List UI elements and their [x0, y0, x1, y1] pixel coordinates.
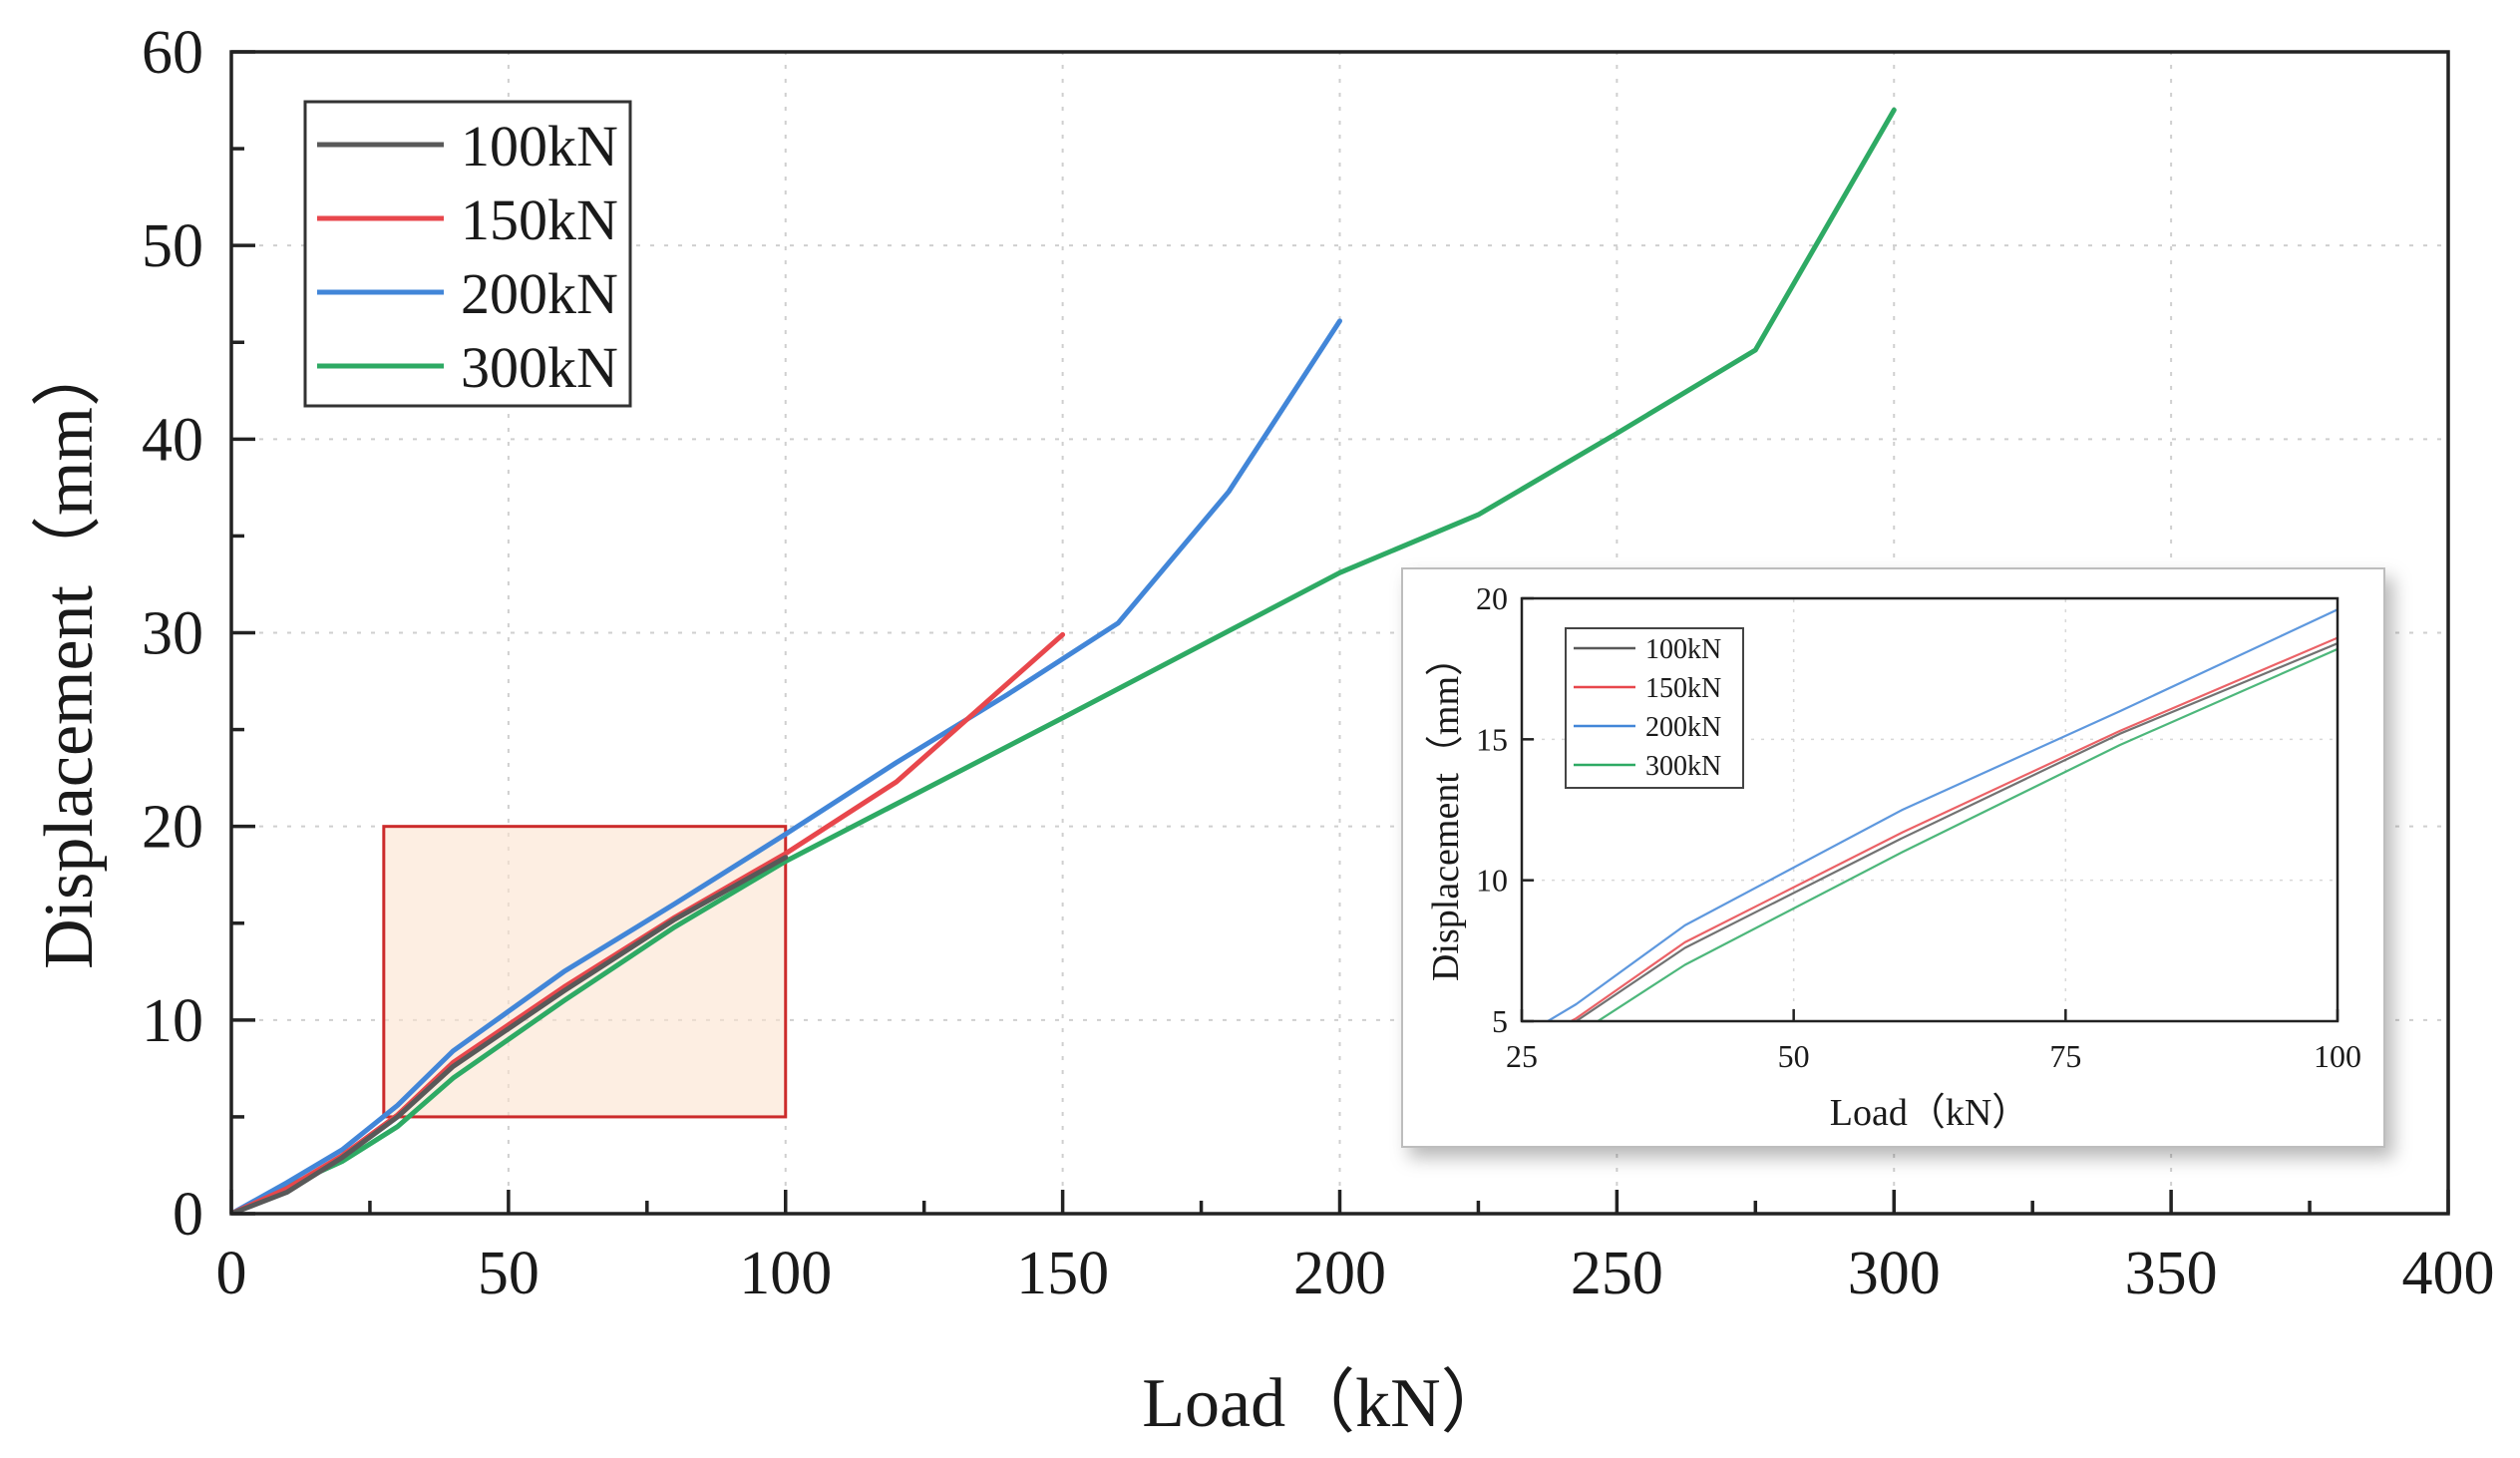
legend-label-100kN: 100kN [461, 114, 618, 179]
series-line-200kN [231, 318, 1342, 1214]
inset-x-tick-label: 100 [2314, 1038, 2361, 1074]
inset-legend-box [1565, 627, 1744, 789]
inset-series-line-200kN [1545, 608, 2338, 1021]
x-tick-label: 0 [216, 1240, 247, 1307]
x-tick-label: 300 [1848, 1240, 1941, 1307]
y-tick-label: 10 [142, 987, 203, 1055]
inset-x-axis-label: Load（kN） [1830, 1092, 2030, 1134]
x-tick-label: 150 [1016, 1240, 1109, 1307]
inset-x-tick-label: 50 [1778, 1038, 1810, 1074]
x-tick-label: 350 [2125, 1240, 2218, 1307]
inset-x-tick-label: 75 [2049, 1038, 2081, 1074]
x-axis-label: Load（kN） [1142, 1365, 1510, 1442]
inset-series-line-100kN [1574, 642, 2338, 1021]
series-line-300kN [231, 107, 1897, 1214]
inset-series-line-150kN [1569, 636, 2338, 1021]
y-tick-label: 60 [142, 19, 203, 87]
x-tick-label: 200 [1293, 1240, 1386, 1307]
inset-legend-label-300kN: 300kN [1645, 751, 1721, 782]
inset-y-tick-label: 20 [1476, 580, 1508, 616]
x-tick-label: 250 [1571, 1240, 1663, 1307]
main-legend: 100kN 150kN 200kN 300kN [317, 114, 618, 400]
inset-gridlines [1522, 598, 2338, 1021]
inset-y-tick-label: 15 [1476, 721, 1508, 757]
inset-legend: 100kN 150kN 200kN 300kN [1574, 634, 1721, 782]
series-line-100kN [231, 855, 789, 1214]
inset-y-axis-label: Displacement（mm） [1425, 638, 1467, 981]
y-tick-label: 50 [142, 212, 203, 280]
legend-label-200kN: 200kN [461, 261, 618, 326]
x-tick-label: 100 [739, 1240, 832, 1307]
legend-label-300kN: 300kN [461, 335, 618, 400]
y-tick-label: 20 [142, 794, 203, 862]
inset-plot-frame [1520, 596, 2340, 1023]
inset-legend-label-200kN: 200kN [1645, 712, 1721, 743]
main-legend-box [303, 100, 632, 408]
legend-label-150kN: 150kN [461, 187, 618, 252]
y-tick-label: 40 [142, 406, 203, 474]
y-tick-label: 0 [173, 1181, 203, 1249]
x-tick-label: 50 [478, 1240, 540, 1307]
x-tick-label: 400 [2402, 1240, 2495, 1307]
inset-legend-label-150kN: 150kN [1645, 673, 1721, 704]
inset-series-line-300kN [1596, 647, 2338, 1021]
y-axis-label: Displacement（mm） [31, 337, 108, 969]
inset-legend-label-100kN: 100kN [1645, 634, 1721, 665]
inset-y-tick-label: 5 [1492, 1003, 1508, 1039]
inset-x-tick-label: 25 [1506, 1038, 1538, 1074]
inset-y-tick-label: 10 [1476, 863, 1508, 899]
y-tick-label: 30 [142, 600, 203, 668]
